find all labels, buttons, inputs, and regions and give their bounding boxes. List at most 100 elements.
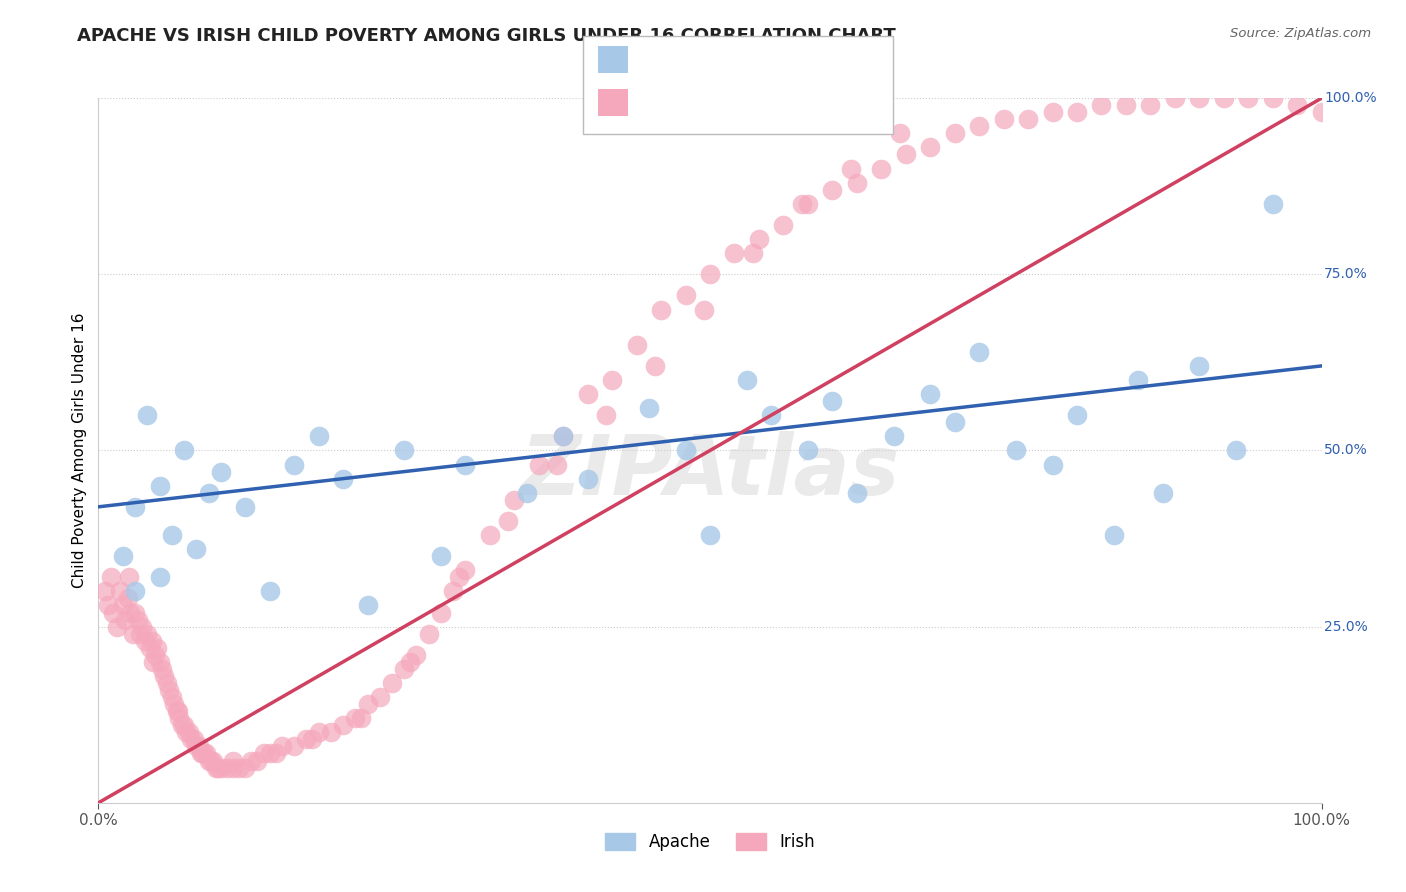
Point [301, 732, 323, 747]
Point [821, 183, 844, 197]
Point [797, 443, 820, 458]
Point [1310, 105, 1333, 120]
Point [675, 288, 697, 302]
Point [332, 718, 354, 732]
Text: Source: ZipAtlas.com: Source: ZipAtlas.com [1230, 27, 1371, 40]
Point [967, 120, 990, 134]
Point [399, 655, 422, 669]
Point [723, 246, 745, 260]
Point [1261, 91, 1284, 105]
Text: 0.690: 0.690 [672, 94, 728, 112]
Point [228, 760, 250, 774]
Point [156, 676, 179, 690]
Point [142, 655, 165, 669]
Point [252, 747, 274, 761]
Point [441, 584, 464, 599]
Point [546, 458, 568, 472]
Point [1128, 373, 1150, 387]
Point [1042, 458, 1064, 472]
Point [166, 704, 188, 718]
Point [215, 760, 238, 774]
Point [120, 606, 142, 620]
Point [117, 591, 139, 606]
Point [207, 760, 229, 774]
Point [124, 500, 146, 514]
Point [344, 711, 367, 725]
Point [209, 760, 232, 774]
Point [845, 176, 868, 190]
Point [644, 359, 666, 373]
Point [553, 429, 575, 443]
Point [1102, 528, 1125, 542]
Point [626, 338, 648, 352]
Point [1188, 359, 1211, 373]
Point [1139, 98, 1161, 112]
Point [170, 718, 193, 732]
Point [270, 739, 294, 754]
Point [1212, 91, 1234, 105]
Point [134, 633, 156, 648]
Point [920, 140, 942, 154]
Point [186, 542, 208, 557]
Point [187, 739, 209, 754]
Text: R =: R = [636, 51, 672, 69]
Point [1004, 443, 1026, 458]
Point [100, 570, 122, 584]
Text: N =: N = [724, 94, 761, 112]
Point [308, 429, 330, 443]
Point [430, 549, 453, 564]
Point [136, 408, 159, 422]
Point [209, 465, 232, 479]
Point [246, 754, 269, 768]
Point [943, 415, 966, 429]
Point [1115, 98, 1137, 112]
Point [200, 754, 222, 768]
Point [675, 443, 697, 458]
Point [197, 754, 219, 768]
Point [392, 662, 416, 676]
Point [101, 606, 124, 620]
Point [111, 599, 134, 613]
Point [454, 458, 477, 472]
Point [149, 478, 172, 492]
Point [136, 626, 159, 640]
Point [1017, 112, 1039, 127]
Text: N =: N = [724, 51, 761, 69]
Point [350, 711, 373, 725]
Point [121, 626, 143, 640]
Point [150, 662, 173, 676]
Text: 25.0%: 25.0% [1324, 620, 1368, 633]
Point [699, 528, 721, 542]
Point [173, 443, 195, 458]
Point [105, 619, 128, 633]
Point [1164, 91, 1187, 105]
Point [967, 344, 990, 359]
Point [595, 408, 617, 422]
Point [160, 690, 183, 705]
Point [449, 570, 471, 584]
Point [167, 704, 190, 718]
Point [176, 725, 198, 739]
Text: 44: 44 [762, 51, 787, 69]
Point [149, 655, 172, 669]
Text: 125: 125 [762, 94, 800, 112]
Point [503, 492, 526, 507]
Point [993, 112, 1015, 127]
Text: 0.231: 0.231 [672, 51, 728, 69]
Point [553, 429, 575, 443]
Point [356, 697, 378, 711]
Point [193, 747, 215, 761]
Point [576, 387, 599, 401]
Point [699, 268, 721, 282]
Text: ZIPAtlas: ZIPAtlas [520, 431, 900, 512]
Point [1261, 197, 1284, 211]
Point [839, 161, 862, 176]
Point [240, 754, 263, 768]
Point [124, 584, 146, 599]
Point [110, 584, 132, 599]
Point [222, 754, 245, 768]
Point [600, 373, 623, 387]
Point [173, 718, 195, 732]
Point [183, 732, 205, 747]
Text: 100.0%: 100.0% [1324, 91, 1376, 105]
